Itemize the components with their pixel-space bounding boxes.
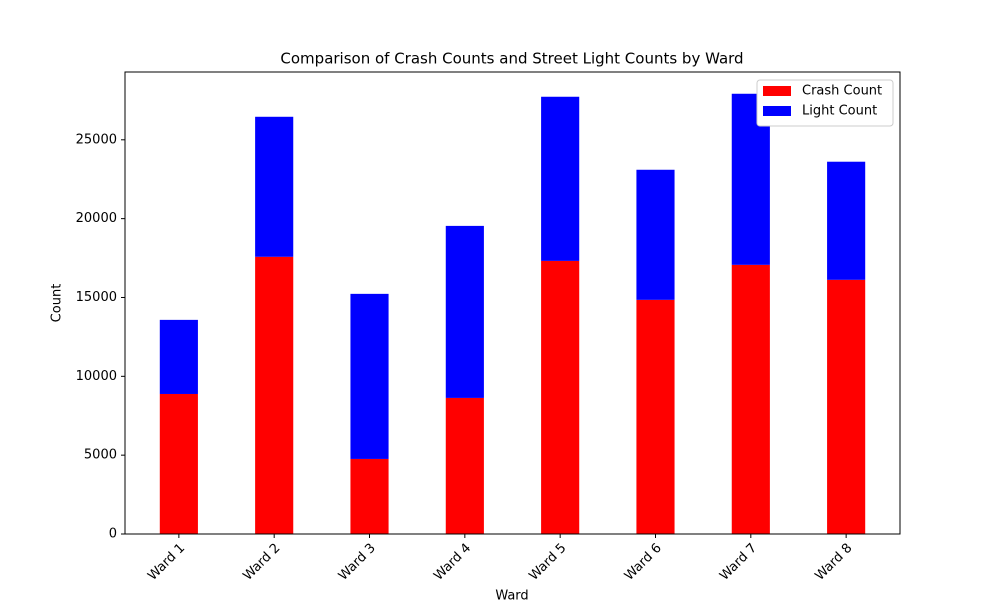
- bar-segment: [255, 256, 294, 534]
- legend-swatch: [763, 86, 791, 96]
- y-tick-label: 10000: [76, 369, 117, 384]
- x-tick-label: Ward 4: [431, 541, 474, 584]
- x-tick-label: Ward 7: [717, 541, 760, 584]
- bar-segment: [159, 319, 198, 394]
- x-tick-label: Ward 5: [526, 541, 569, 584]
- chart-title: Comparison of Crash Counts and Street Li…: [280, 50, 743, 68]
- x-tick-label: Ward 6: [622, 541, 665, 584]
- bar-segment: [541, 96, 580, 261]
- bar-segment: [445, 225, 484, 398]
- bar-segment: [255, 116, 294, 257]
- y-tick-label: 20000: [76, 211, 117, 226]
- legend-swatch: [763, 106, 791, 116]
- x-tick-label: Ward 3: [336, 541, 379, 584]
- bar-segment: [827, 161, 866, 280]
- x-axis-label: Ward: [495, 589, 528, 600]
- bar-segment: [445, 397, 484, 534]
- bar-segment: [541, 260, 580, 534]
- plot-frame: [124, 71, 901, 535]
- x-tick-label: Ward 8: [812, 541, 855, 584]
- x-tick-label: Ward 2: [241, 541, 284, 584]
- bar-segment: [827, 279, 866, 534]
- y-tick-label: 25000: [76, 132, 117, 147]
- y-tick-label: 15000: [76, 290, 117, 305]
- y-axis-label: Count: [50, 284, 65, 323]
- bar-segment: [350, 458, 389, 534]
- bar-segment: [159, 393, 198, 534]
- bar-segment: [636, 169, 675, 300]
- legend-label: Light Count: [802, 104, 877, 119]
- bar-segment: [636, 299, 675, 534]
- y-tick-label: 5000: [84, 448, 117, 463]
- legend-label: Crash Count: [802, 84, 882, 99]
- bar-segment: [350, 293, 389, 459]
- y-tick-label: 0: [109, 527, 117, 542]
- bar-segment: [731, 264, 770, 534]
- x-tick-label: Ward 1: [145, 541, 188, 584]
